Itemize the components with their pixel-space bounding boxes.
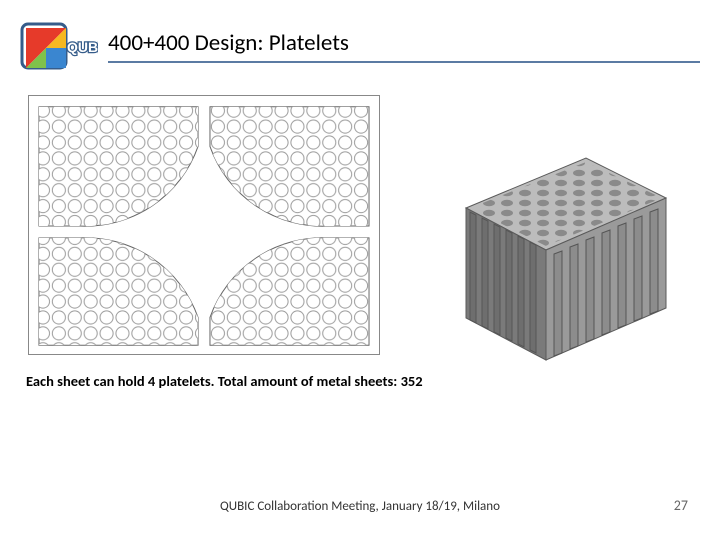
- title-underline: 400+400 Design: Platelets: [108, 29, 700, 63]
- page-number: 27: [674, 497, 688, 514]
- slide-footer: QUBIC Collaboration Meeting, January 18/…: [0, 499, 720, 514]
- slide-header: QUBIC 400+400 Design: Platelets: [20, 22, 700, 70]
- platelet-sheet-figure: [28, 95, 380, 355]
- figure-caption: Each sheet can hold 4 platelets. Total a…: [26, 372, 423, 390]
- render-3d-figure: [410, 95, 692, 420]
- logo-text: QUBIC: [67, 39, 98, 55]
- slide-title: 400+400 Design: Platelets: [108, 29, 700, 57]
- qubic-logo: QUBIC: [20, 22, 98, 70]
